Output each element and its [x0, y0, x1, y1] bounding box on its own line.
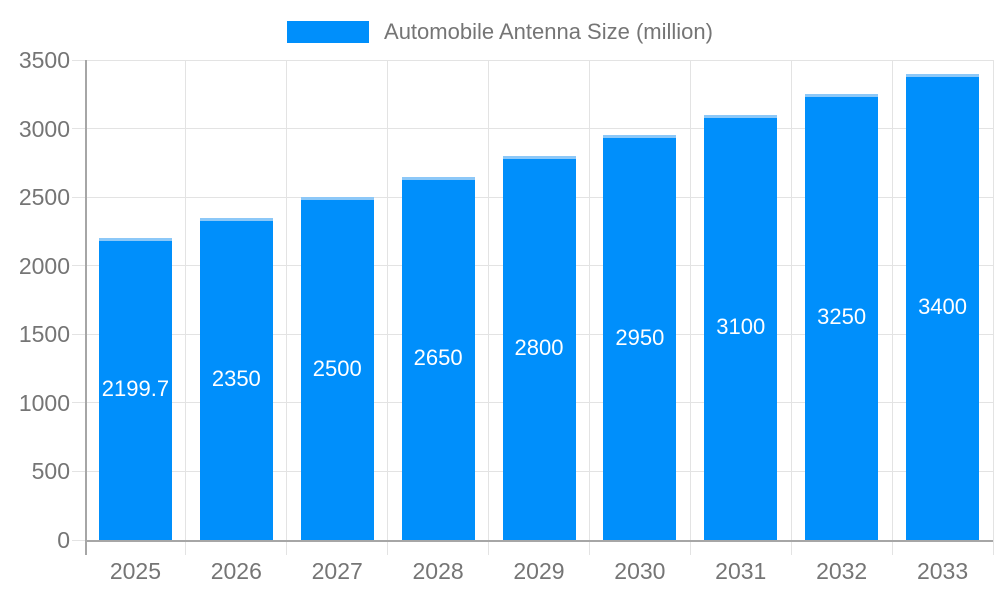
x-axis-tick-label: 2028 [412, 558, 464, 584]
bar-value-label: 2650 [413, 345, 463, 371]
y-axis-tick-label: 3500 [18, 47, 70, 73]
bar-2032 [805, 94, 879, 540]
gridline-vertical [185, 60, 187, 555]
bar-value-label: 2500 [312, 355, 362, 381]
bar-2029 [502, 156, 576, 540]
bar-2033 [906, 73, 980, 540]
x-axis-tick-label: 2026 [210, 558, 262, 584]
y-axis-tick-label: 2000 [18, 252, 70, 279]
y-axis-tick-label: 0 [57, 527, 70, 553]
gridline-horizontal [72, 128, 993, 130]
bar-2028 [401, 176, 475, 540]
gridline-vertical [286, 60, 288, 555]
gridline-horizontal [72, 59, 993, 61]
bar-2026 [199, 217, 273, 540]
x-axis-tick-label: 2025 [109, 558, 162, 584]
gridline-vertical [790, 60, 792, 555]
bar-value-label: 2800 [514, 335, 564, 360]
y-axis-line [85, 60, 87, 555]
x-axis-tick-label: 2027 [311, 558, 363, 584]
bar-2031 [704, 114, 778, 540]
gridline-vertical [891, 60, 893, 555]
bar-value-label: 2950 [615, 324, 665, 350]
bar-value-label: 3250 [817, 304, 867, 330]
gridline-vertical [588, 60, 590, 555]
y-axis-tick-label: 1000 [18, 389, 70, 416]
plot-area: 2199.7 2350 2500 2650 2800 2950 3100 3250 3400 [72, 59, 994, 555]
bar-2027 [300, 197, 374, 540]
gridline-vertical [488, 60, 490, 555]
x-axis-tick-label: 2033 [916, 558, 969, 584]
gridline-vertical [992, 60, 994, 555]
y-axis-tick-label: 2500 [18, 184, 70, 211]
x-axis-tick-label: 2032 [816, 558, 868, 584]
bar-value-label: 2350 [211, 365, 261, 391]
y-axis-tick-label: 1500 [18, 321, 70, 348]
bar-value-label: 3400 [918, 293, 968, 319]
x-axis-line [85, 540, 993, 542]
x-axis-tick-label: 2029 [513, 558, 565, 584]
bar-value-label: 3100 [716, 314, 766, 340]
legend[interactable]: Automobile Antenna Size (million) [0, 19, 1000, 45]
y-axis-tick-label: 3000 [18, 115, 70, 142]
x-axis-tick-label: 2030 [614, 558, 666, 584]
legend-label: Automobile Antenna Size (million) [384, 19, 713, 44]
legend-swatch [287, 21, 370, 43]
bar-2025 [98, 238, 172, 540]
gridline-vertical [689, 60, 691, 555]
bar-2030 [603, 135, 677, 540]
gridline-vertical [387, 60, 389, 555]
x-axis-tick-label: 2031 [715, 558, 767, 584]
bar-value-label: 2199.7 [101, 376, 170, 402]
y-axis-tick-label: 500 [31, 458, 70, 485]
